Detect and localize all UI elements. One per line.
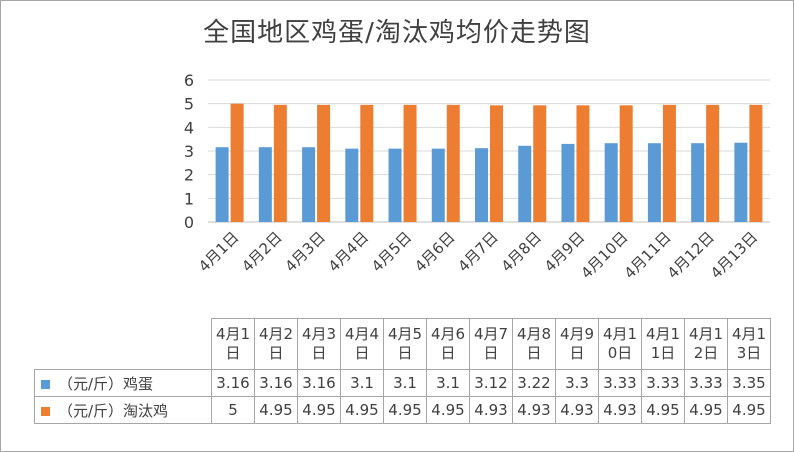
data-table-cell: 3.16 bbox=[254, 369, 298, 397]
data-table-cell: 4.93 bbox=[469, 396, 513, 424]
series-legend-label: （元/斤）鸡蛋 bbox=[34, 369, 212, 397]
data-table-header-cell: 4月3 日 bbox=[297, 318, 341, 370]
x-tick-label: 4月7日 bbox=[454, 228, 501, 275]
data-table-header-cell: 4月5 日 bbox=[383, 318, 427, 370]
data-table-cell: 3.16 bbox=[297, 369, 341, 397]
bar-egg bbox=[388, 148, 402, 222]
legend-key bbox=[41, 379, 50, 389]
x-tick-label: 4月11日 bbox=[621, 228, 675, 282]
data-table-header-cell: 4月6 日 bbox=[426, 318, 470, 370]
data-table-header-cell: 4月4 日 bbox=[340, 318, 384, 370]
x-tick-label: 4月13日 bbox=[707, 228, 761, 282]
data-table-cell: 4.95 bbox=[641, 396, 685, 424]
data-table-cell: 4.95 bbox=[727, 396, 771, 424]
data-table-cell: 4.95 bbox=[340, 396, 384, 424]
bar-hen bbox=[662, 104, 676, 222]
data-table-cell: 3.16 bbox=[211, 369, 255, 397]
bar-egg bbox=[431, 148, 445, 222]
bar-egg bbox=[475, 148, 488, 222]
data-table-cell: 4.93 bbox=[555, 396, 599, 424]
data-table-header-cell: 4月9 日 bbox=[555, 318, 599, 370]
data-table-cell: 3.22 bbox=[512, 369, 556, 397]
data-table-cell: 4.95 bbox=[684, 396, 728, 424]
bar-egg bbox=[647, 143, 661, 222]
y-tick-label: 6 bbox=[184, 71, 194, 90]
y-tick-label: 4 bbox=[184, 118, 194, 137]
y-tick-label: 2 bbox=[184, 166, 194, 185]
bar-egg bbox=[302, 147, 316, 222]
bar-hen bbox=[273, 104, 287, 222]
data-table-header-cell: 4月1 3日 bbox=[727, 318, 771, 370]
data-table-cell: 3.33 bbox=[641, 369, 685, 397]
x-tick-label: 4月8日 bbox=[498, 228, 545, 275]
bar-egg bbox=[215, 147, 229, 222]
data-table-header-cell: 4月8 日 bbox=[512, 318, 556, 370]
bar-hen bbox=[533, 105, 547, 222]
data-table-cell: 4.95 bbox=[254, 396, 298, 424]
data-table-cell: 4.93 bbox=[512, 396, 556, 424]
bar-hen bbox=[230, 103, 244, 222]
data-table-cell: 3.33 bbox=[598, 369, 642, 397]
data-table-cell: 4.93 bbox=[598, 396, 642, 424]
x-tick-label: 4月6日 bbox=[411, 228, 458, 275]
bar-egg bbox=[345, 148, 359, 222]
data-table-row: （元/斤）淘汰鸡 5 4.95 4.95 4.95 4.95 4.95 4.93 4.93 4.9… bbox=[34, 396, 771, 424]
bar-egg bbox=[604, 143, 618, 222]
data-table-cell: 3.1 bbox=[426, 369, 470, 397]
bar-egg bbox=[691, 143, 705, 222]
x-tick-label: 4月1日 bbox=[195, 228, 242, 275]
data-table-cell: 3.3 bbox=[555, 369, 599, 397]
x-tick-label: 4月10日 bbox=[577, 228, 631, 282]
data-table-cell: 4.95 bbox=[426, 396, 470, 424]
data-table-corner bbox=[34, 318, 212, 370]
data-table-header-cell: 4月1 1日 bbox=[641, 318, 685, 370]
data-table-header-cell: 4月1 0日 bbox=[598, 318, 642, 370]
bar-hen bbox=[619, 105, 633, 222]
data-table-cell: 3.12 bbox=[469, 369, 513, 397]
data-table-cell: 3.35 bbox=[727, 369, 771, 397]
y-tick-label: 3 bbox=[184, 142, 194, 161]
bar-egg bbox=[518, 145, 532, 222]
legend-key bbox=[41, 406, 50, 416]
data-table: 4月1 日 4月2 日 4月3 日 4月4 日 4月5 日 4月6 日 4月7 日 4月8 日 4月9 日 4月1 0… bbox=[34, 318, 771, 424]
y-tick-label: 5 bbox=[184, 95, 194, 114]
data-table-header-cell: 4月1 2日 bbox=[684, 318, 728, 370]
bar-egg bbox=[258, 147, 272, 222]
data-table-cell: 3.1 bbox=[383, 369, 427, 397]
bar-hen bbox=[749, 104, 763, 222]
data-table-header-cell: 4月2 日 bbox=[254, 318, 298, 370]
data-table-cell: 3.1 bbox=[340, 369, 384, 397]
y-tick-label: 0 bbox=[184, 213, 194, 232]
x-tick-label: 4月4日 bbox=[325, 228, 372, 275]
bar-hen bbox=[403, 104, 417, 222]
data-table-row: （元/斤）鸡蛋 3.16 3.16 3.16 3.1 3.1 3.1 3.12 3.22 3.3 3… bbox=[34, 369, 771, 397]
series-legend-label: （元/斤）淘汰鸡 bbox=[34, 396, 212, 424]
data-table-header-cell: 4月1 日 bbox=[211, 318, 255, 370]
bar-egg bbox=[561, 143, 575, 222]
x-tick-label: 4月2日 bbox=[238, 228, 285, 275]
data-table-cell: 3.33 bbox=[684, 369, 728, 397]
x-tick-label: 4月12日 bbox=[664, 228, 718, 282]
x-tick-label: 4月3日 bbox=[281, 228, 328, 275]
bar-hen bbox=[446, 104, 460, 222]
data-table-cell: 5 bbox=[211, 396, 255, 424]
x-tick-label: 4月5日 bbox=[368, 228, 415, 275]
bar-hen bbox=[576, 105, 590, 222]
data-table-header-cell: 4月7 日 bbox=[469, 318, 513, 370]
y-tick-label: 1 bbox=[184, 189, 194, 208]
bar-hen bbox=[317, 104, 331, 222]
data-table-header-row: 4月1 日 4月2 日 4月3 日 4月4 日 4月5 日 4月6 日 4月7 日 4月8 日 4月9 日 4月1 0… bbox=[34, 318, 771, 370]
chart-title: 全国地区鸡蛋/淘汰鸡均价走势图 bbox=[203, 18, 591, 48]
bar-hen bbox=[706, 104, 720, 222]
data-table-cell: 4.95 bbox=[297, 396, 341, 424]
bar-hen bbox=[490, 105, 503, 222]
bar-egg bbox=[734, 142, 748, 222]
bar-hen bbox=[360, 104, 374, 222]
data-table-cell: 4.95 bbox=[383, 396, 427, 424]
